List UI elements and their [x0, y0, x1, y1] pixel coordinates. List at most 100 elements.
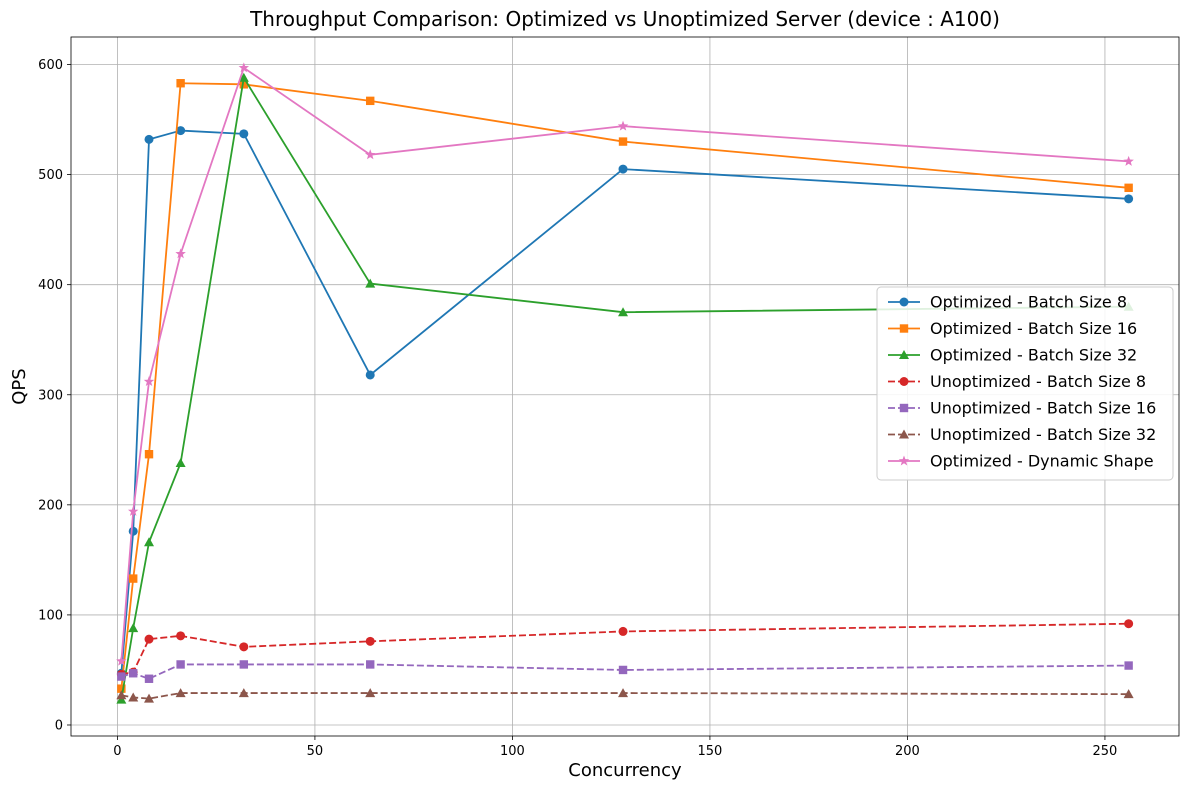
legend-marker: [899, 297, 909, 307]
data-point: [175, 248, 186, 259]
data-point: [1123, 689, 1134, 699]
series-group: [116, 688, 1134, 703]
data-point: [238, 688, 249, 698]
x-tick-label: 150: [698, 744, 723, 759]
series-group: [117, 79, 1133, 693]
data-point: [239, 129, 249, 139]
data-point: [618, 665, 628, 675]
data-point: [238, 72, 249, 82]
legend-entry: Unoptimized - Batch Size 16: [888, 399, 1156, 418]
data-point: [116, 690, 127, 700]
data-point: [128, 623, 139, 633]
data-point: [239, 80, 249, 89]
y-tick-label: 600: [38, 58, 63, 73]
data-point: [175, 458, 186, 468]
y-tick-label: 300: [38, 388, 63, 403]
data-point: [176, 660, 185, 669]
y-tick-label: 0: [55, 718, 63, 733]
plot-frame: [70, 36, 1180, 737]
data-point: [365, 688, 376, 698]
data-point: [117, 672, 126, 681]
data-point: [366, 660, 375, 669]
x-axis-label: Concurrency: [568, 760, 682, 781]
data-point: [144, 449, 154, 459]
data-point: [127, 505, 139, 516]
data-point: [618, 688, 629, 698]
data-point: [365, 636, 375, 646]
data-point: [365, 278, 376, 288]
legend-marker: [899, 403, 909, 413]
data-point: [366, 96, 375, 106]
data-point: [144, 537, 155, 547]
legend-marker: [899, 429, 909, 439]
legend-label: Optimized - Batch Size 16: [930, 319, 1137, 338]
series-group: [117, 660, 1133, 683]
y-tick-label: 500: [38, 168, 63, 183]
data-point: [117, 684, 126, 693]
legend-marker: [899, 350, 909, 359]
legend-entry: Optimized - Batch Size 32: [888, 346, 1137, 365]
data-point: [128, 526, 138, 536]
x-tick-label: 100: [500, 744, 525, 759]
data-point: [144, 674, 154, 683]
legend-label: Unoptimized - Batch Size 16: [930, 399, 1156, 418]
data-point: [143, 376, 155, 386]
y-tick-label: 400: [38, 278, 63, 293]
data-point: [239, 660, 249, 669]
data-point: [1123, 155, 1134, 166]
legend-label: Optimized - Dynamic Shape: [930, 452, 1154, 471]
data-point: [128, 692, 139, 702]
data-point: [116, 655, 127, 666]
legend: Optimized - Batch Size 8 Optimized - Batc…: [876, 286, 1174, 481]
series-group: [116, 62, 1134, 666]
y-tick-label: 200: [38, 498, 63, 513]
data-point: [1124, 183, 1133, 193]
data-point: [176, 79, 185, 88]
legend-marker: [898, 455, 910, 466]
series-group: [116, 72, 1134, 704]
data-point: [144, 693, 155, 703]
data-point: [618, 137, 628, 146]
data-point: [144, 634, 154, 644]
y-tick-label: 100: [38, 608, 63, 623]
legend-marker: [899, 377, 909, 386]
legend-entry: Unoptimized - Batch Size 8: [888, 372, 1146, 391]
series-line: [120, 129, 1129, 674]
x-tick-label: 50: [307, 744, 324, 759]
data-point: [1124, 661, 1133, 670]
legend-label: Optimized - Batch Size 8: [930, 293, 1127, 312]
data-point: [238, 62, 250, 73]
x-tick-label: 250: [1093, 744, 1118, 759]
data-point: [176, 631, 186, 641]
series-line: [120, 76, 1129, 700]
data-point: [144, 134, 154, 144]
legend-label: Unoptimized - Batch Size 8: [930, 372, 1146, 391]
legend-box: [876, 286, 1174, 481]
series-line: [120, 66, 1129, 662]
data-point: [129, 574, 138, 583]
series-line: [120, 82, 1129, 689]
legend-marker: [899, 324, 909, 333]
axes-layer: 0 50 100 150 200 250 0 100 200 300 400 500 600: [38, 36, 1180, 759]
legend-label: Optimized - Batch Size 32: [930, 346, 1137, 365]
legend-entry: Optimized - Batch Size 8: [888, 293, 1127, 312]
data-point: [618, 307, 629, 317]
data-point: [617, 120, 629, 131]
legend-entry: Unoptimized - Batch Size 32: [888, 425, 1156, 444]
data-point: [364, 149, 376, 160]
data-point: [239, 642, 249, 652]
y-axis-label: QPS: [9, 368, 30, 404]
data-point: [175, 688, 186, 698]
data-point: [129, 669, 138, 678]
data-point: [1124, 194, 1134, 204]
series-layer: [116, 62, 1134, 704]
data-point: [618, 164, 628, 174]
series-line: [121, 622, 1129, 676]
chart-title: Throughput Comparison: Optimized vs Unop…: [249, 7, 1000, 31]
legend-entry: Optimized - Batch Size 16: [888, 319, 1137, 338]
data-point: [176, 126, 186, 136]
x-tick-label: 0: [113, 744, 121, 759]
legend-entry: Optimized - Dynamic Shape: [888, 452, 1154, 471]
